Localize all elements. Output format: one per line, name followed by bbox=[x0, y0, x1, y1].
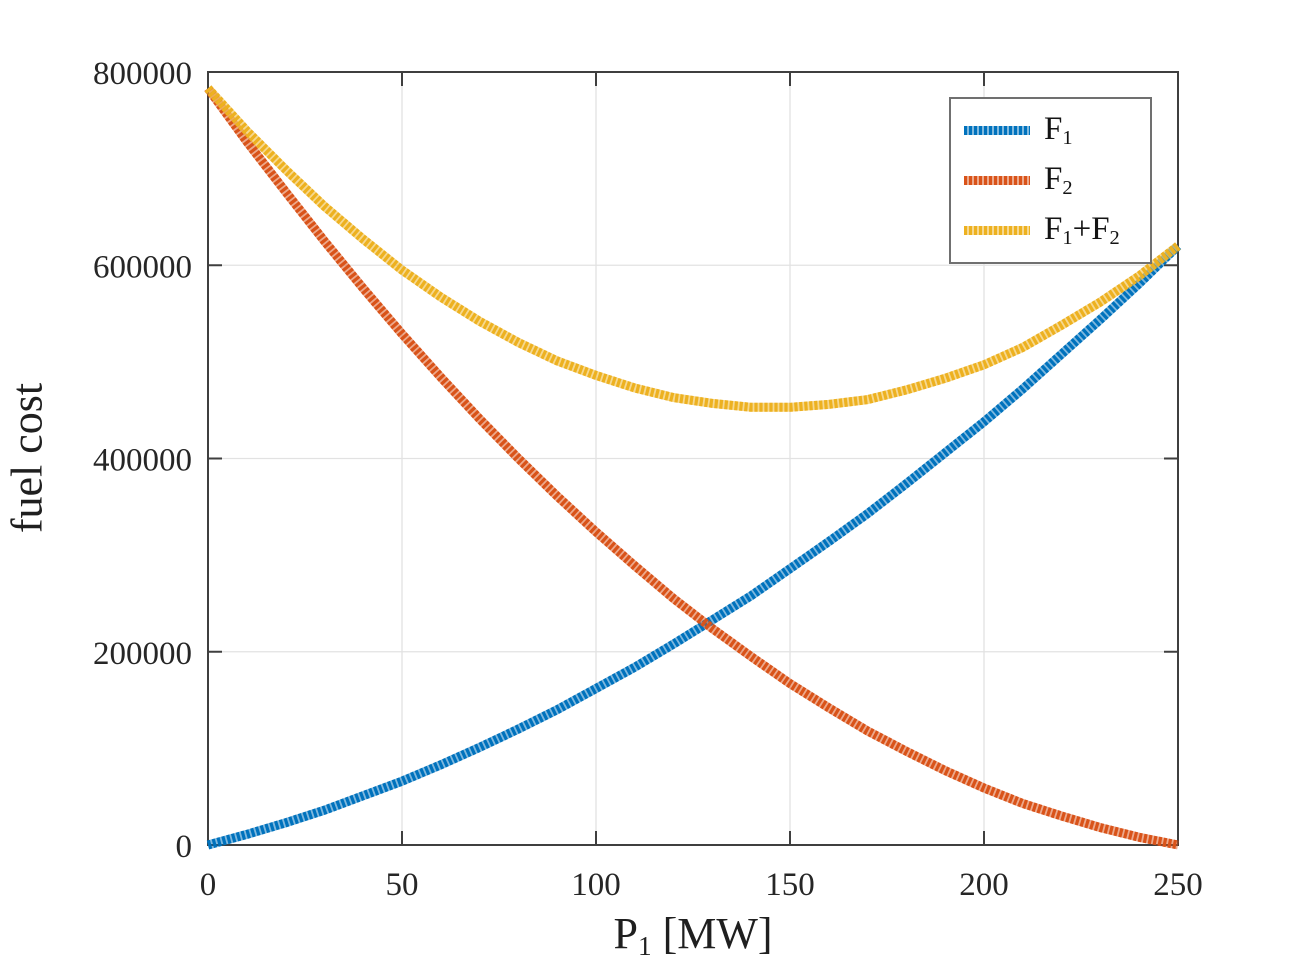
legend-label: F1+F2 bbox=[1044, 211, 1120, 250]
y-tick-label: 0 bbox=[176, 829, 193, 865]
x-tick-label: 50 bbox=[386, 867, 419, 903]
x-tick-label: 150 bbox=[765, 867, 815, 903]
legend: F1 F2 F1+F2 bbox=[949, 97, 1152, 264]
x-tick-label: 100 bbox=[571, 867, 621, 903]
series-underlay-F_1 bbox=[206, 242, 1182, 850]
legend-item-F_1+F_2: F1+F2 bbox=[964, 207, 1150, 255]
legend-item-F_2: F2 bbox=[964, 156, 1150, 204]
series-line-F_1+F_2 bbox=[204, 85, 1181, 412]
y-tick-label: 200000 bbox=[93, 636, 192, 672]
x-axis-label: P1 [MW] bbox=[613, 909, 773, 961]
y-tick-label: 800000 bbox=[93, 56, 192, 92]
series-line-F_2 bbox=[204, 85, 1179, 850]
legend-item-F_1: F1 bbox=[964, 106, 1150, 154]
legend-line-swatch bbox=[964, 226, 1030, 236]
legend-line-swatch bbox=[964, 175, 1030, 185]
x-tick-label: 250 bbox=[1153, 867, 1203, 903]
x-tick-label: 200 bbox=[959, 867, 1009, 903]
legend-label: F2 bbox=[1044, 160, 1073, 200]
y-tick-label: 400000 bbox=[93, 443, 192, 479]
legend-label: F1 bbox=[1044, 110, 1073, 149]
y-axis-label: fuel cost bbox=[2, 382, 52, 534]
x-tick-label: 0 bbox=[200, 867, 217, 903]
legend-line-swatch bbox=[964, 125, 1030, 135]
series-line-F_1 bbox=[206, 242, 1182, 850]
y-tick-label: 600000 bbox=[93, 249, 192, 285]
